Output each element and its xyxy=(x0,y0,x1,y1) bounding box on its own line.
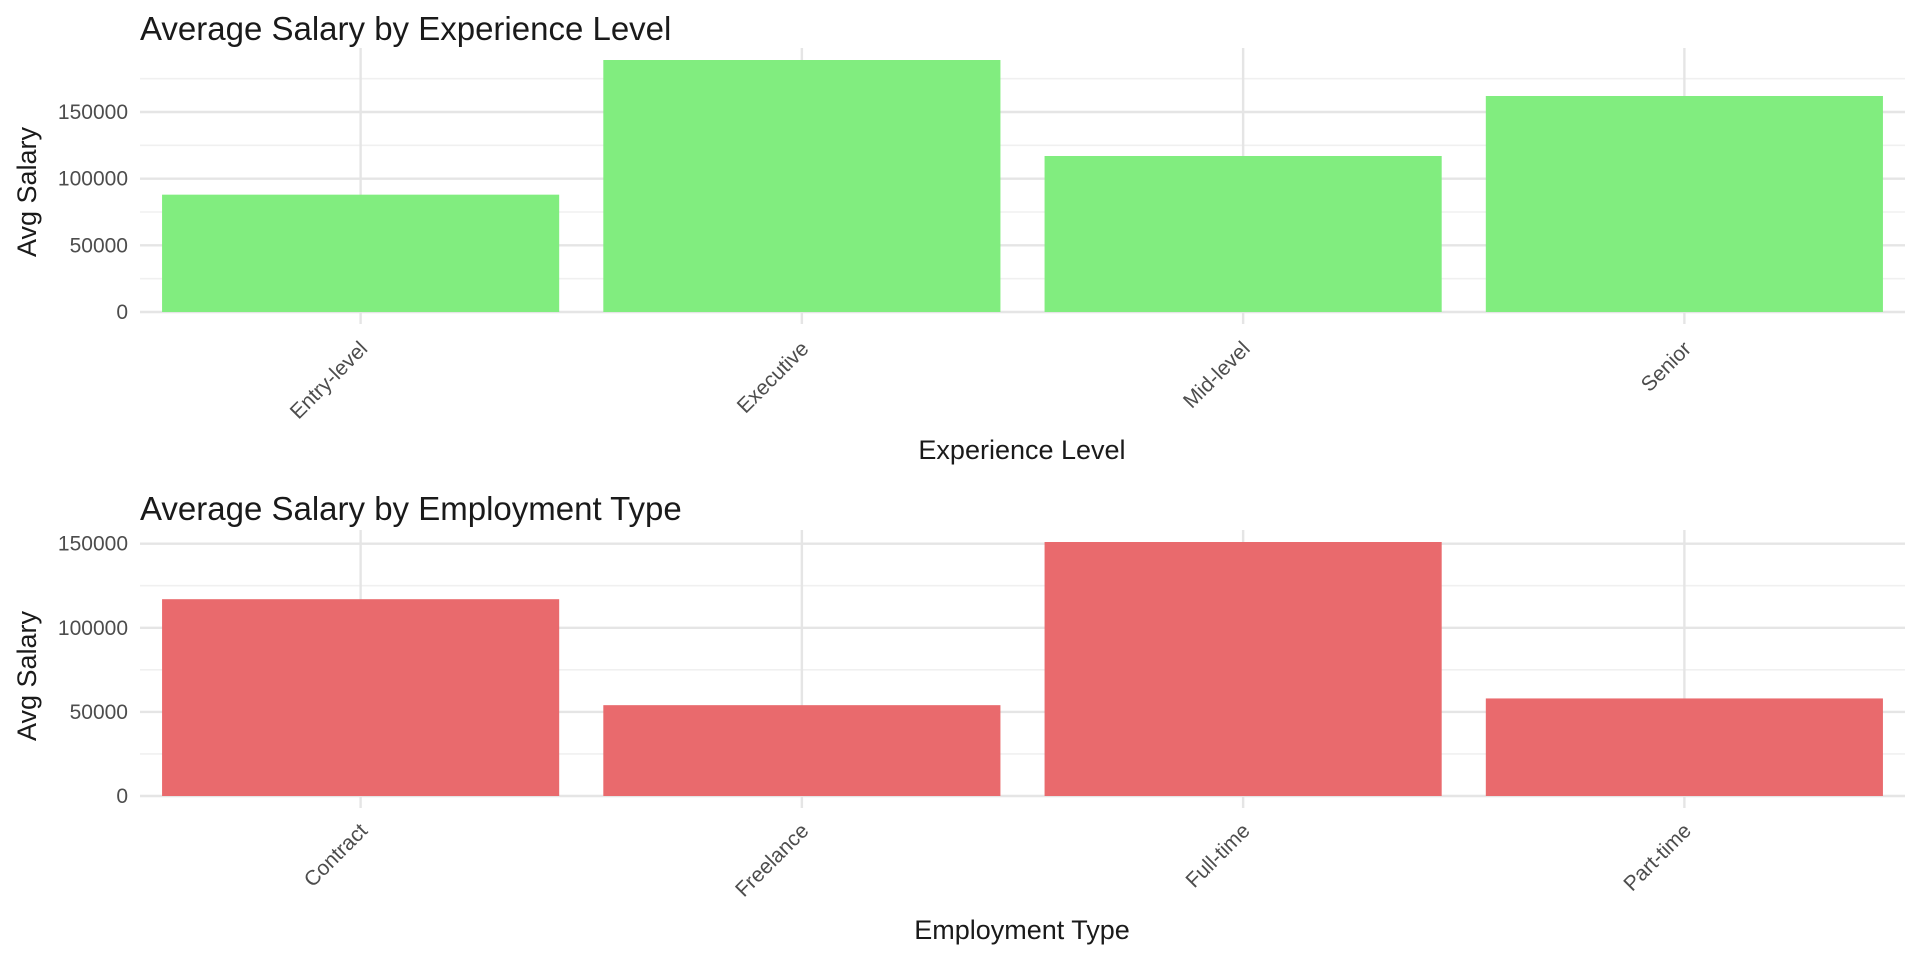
chart-title: Average Salary by Employment Type xyxy=(140,490,682,527)
y-tick-label: 0 xyxy=(116,301,128,324)
experience-level-chart: 0 50000 100000 150000 Entry-level Executive Mi… xyxy=(12,10,1905,465)
bar xyxy=(1486,96,1883,312)
bar xyxy=(603,705,1000,796)
bar xyxy=(1045,542,1442,796)
x-axis-title: Experience Level xyxy=(918,435,1125,465)
chart-title: Average Salary by Experience Level xyxy=(140,10,671,47)
x-tick-label: Full-time xyxy=(1181,819,1254,892)
y-tick-label: 150000 xyxy=(58,533,128,556)
x-tick-label: Senior xyxy=(1637,337,1696,396)
x-axis-ticks: Contract Freelance Full-time Part-time xyxy=(300,819,1696,901)
x-tick-label: Entry-level xyxy=(286,337,372,423)
x-tick-label: Part-time xyxy=(1619,819,1696,896)
y-axis-ticks: 0 50000 100000 150000 xyxy=(58,101,128,324)
y-tick-label: 50000 xyxy=(70,701,128,724)
y-axis-title: Avg Salary xyxy=(12,610,42,741)
x-tick-label: Mid-level xyxy=(1179,337,1255,413)
y-axis-title: Avg Salary xyxy=(12,126,42,257)
bar xyxy=(162,195,559,312)
x-tick-label: Contract xyxy=(300,819,373,892)
x-tick-label: Executive xyxy=(733,337,814,418)
employment-type-chart: 0 50000 100000 150000 Contract Freelance Full-… xyxy=(12,490,1905,945)
y-axis-ticks: 0 50000 100000 150000 xyxy=(58,533,128,808)
y-tick-label: 0 xyxy=(116,785,128,808)
bar xyxy=(603,60,1000,312)
x-axis-title: Employment Type xyxy=(914,915,1130,945)
bars xyxy=(162,542,1883,796)
bar xyxy=(1045,156,1442,312)
y-tick-label: 100000 xyxy=(58,168,128,191)
bar xyxy=(162,599,559,796)
x-tick-label: Freelance xyxy=(731,819,813,901)
y-tick-label: 150000 xyxy=(58,101,128,124)
bars xyxy=(162,60,1883,312)
y-tick-label: 100000 xyxy=(58,617,128,640)
y-tick-label: 50000 xyxy=(70,234,128,257)
x-axis-ticks: Entry-level Executive Mid-level Senior xyxy=(286,337,1696,423)
bar xyxy=(1486,698,1883,796)
